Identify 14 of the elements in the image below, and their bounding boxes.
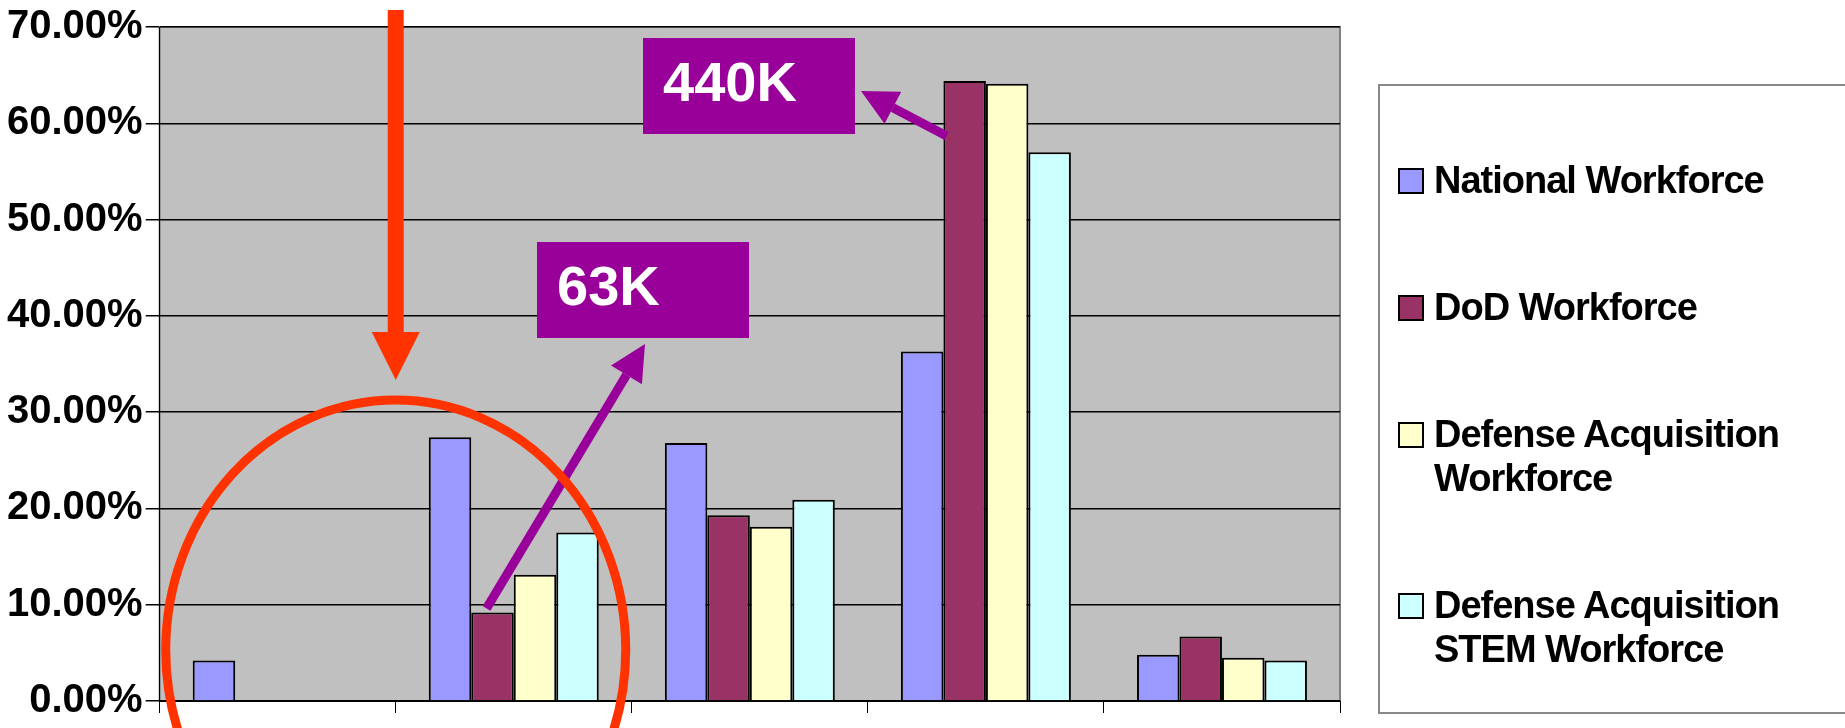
legend-label: National Workforce xyxy=(1434,157,1765,202)
y-tick-label: 20.00% xyxy=(6,483,143,528)
legend-label: Defense Acquisition STEM Workforce xyxy=(1434,582,1780,671)
legend-label: Defense Acquisition Workforce xyxy=(1434,411,1780,500)
y-tick-label: 0.00% xyxy=(29,676,143,721)
y-tick-label: 30.00% xyxy=(6,387,143,432)
y-tick-label: 50.00% xyxy=(6,194,143,239)
annotation: 440K xyxy=(663,50,797,114)
legend-label: DoD Workforce xyxy=(1434,284,1698,329)
y-tick-label: 60.00% xyxy=(6,98,143,143)
y-tick-label: 70.00% xyxy=(6,2,143,47)
y-tick-label: 10.00% xyxy=(6,579,143,624)
y-tick-label: 40.00% xyxy=(6,290,143,335)
annotation: 63K xyxy=(557,254,660,318)
